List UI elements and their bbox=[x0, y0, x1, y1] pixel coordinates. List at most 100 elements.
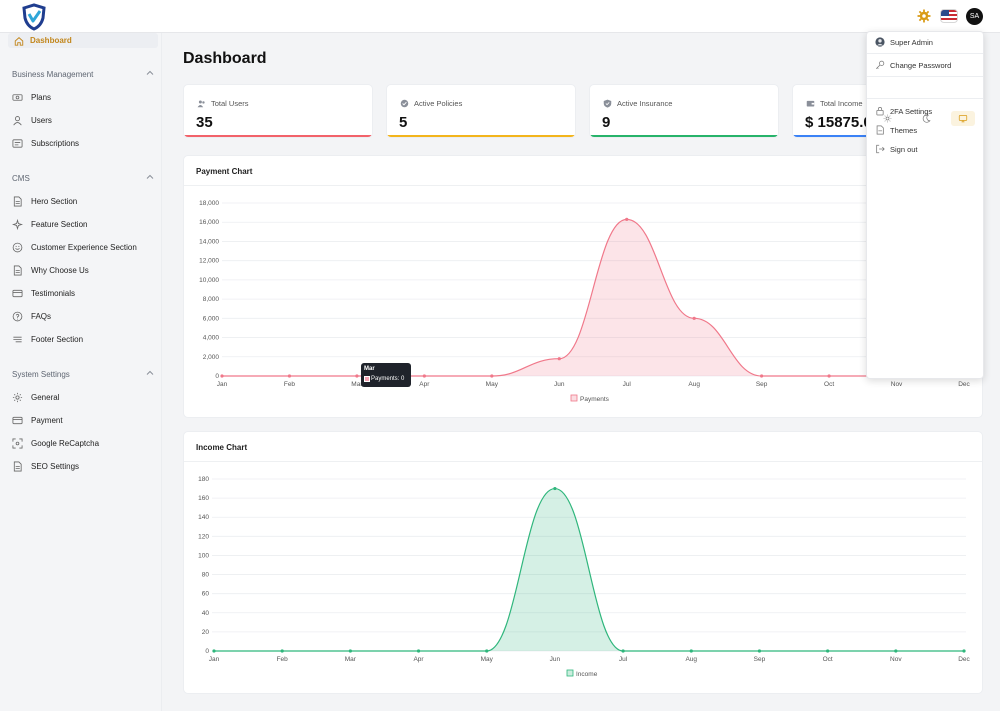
x-tick-label: Nov bbox=[890, 656, 902, 663]
y-tick-label: 160 bbox=[198, 495, 209, 502]
menu-user-profile[interactable]: Super Admin bbox=[875, 35, 975, 49]
sidebar-item-subscriptions[interactable]: Subscriptions bbox=[12, 136, 157, 150]
x-tick-label: Mar bbox=[345, 656, 357, 663]
legend-label: Income bbox=[576, 671, 598, 678]
y-tick-label: 12,000 bbox=[199, 258, 219, 265]
document-icon bbox=[13, 196, 22, 206]
y-tick-label: 40 bbox=[202, 610, 210, 617]
x-tick-label: Sep bbox=[754, 656, 766, 663]
user-avatar[interactable]: SA bbox=[966, 8, 983, 25]
legend-label: Payments bbox=[580, 396, 610, 403]
us-flag-icon[interactable] bbox=[940, 9, 958, 23]
y-tick-label: 2,000 bbox=[203, 354, 220, 361]
menu-change-password[interactable]: Change Password bbox=[875, 58, 975, 72]
sidebar-item-footer-section[interactable]: Footer Section bbox=[12, 332, 157, 346]
x-tick-label: Nov bbox=[891, 381, 903, 388]
sidebar-item-users[interactable]: Users bbox=[12, 113, 157, 127]
y-tick-label: 80 bbox=[202, 572, 210, 579]
chevron-up-icon bbox=[146, 70, 154, 75]
stat-value: 35 bbox=[196, 114, 213, 131]
x-tick-label: Mar bbox=[351, 381, 363, 388]
testimonials-icon bbox=[12, 289, 23, 297]
sidebar-item-seo-settings[interactable]: SEO Settings bbox=[12, 459, 157, 473]
payment-chart[interactable]: 0 2,000 4,000 6,000 8,000 10,000 12,000 14,000 1… bbox=[184, 156, 983, 418]
stat-label: Active Insurance bbox=[617, 99, 673, 108]
user-menu-dropdown: Super Admin Change Password 2FA Settings… bbox=[866, 31, 984, 379]
section-system-settings[interactable]: System Settings bbox=[12, 370, 154, 379]
sidebar-item-google-recaptcha[interactable]: Google ReCaptcha bbox=[12, 436, 157, 450]
data-point bbox=[220, 374, 224, 378]
y-tick-label: 16,000 bbox=[199, 219, 219, 226]
stat-label: Total Users bbox=[211, 99, 249, 108]
sign-out-icon bbox=[876, 144, 885, 154]
sidebar-item-payment[interactable]: Payment bbox=[12, 413, 157, 427]
x-tick-label: Dec bbox=[958, 381, 970, 388]
menu-sign-out[interactable]: Sign out bbox=[875, 142, 975, 156]
y-tick-label: 8,000 bbox=[203, 296, 220, 303]
sidebar-item-faqs[interactable]: FAQs bbox=[12, 309, 157, 323]
data-point bbox=[692, 316, 696, 320]
sidebar-item-plans[interactable]: Plans bbox=[12, 90, 157, 104]
brand-logo[interactable] bbox=[20, 3, 48, 31]
theme-dark-button[interactable] bbox=[914, 111, 938, 126]
data-point bbox=[287, 374, 292, 378]
data-point bbox=[490, 374, 494, 378]
x-tick-label: Aug bbox=[688, 381, 700, 388]
data-point bbox=[894, 649, 898, 653]
sidebar-item-feature-section[interactable]: Feature Section bbox=[12, 217, 157, 231]
x-tick-label: Apr bbox=[413, 656, 424, 663]
sidebar: Dashboard Business Management Plans User… bbox=[0, 33, 162, 711]
theme-light-button[interactable] bbox=[875, 111, 899, 126]
income-chart-card: Income Chart 0 20 40 60 80 100 120 140 160 180 Jan… bbox=[183, 431, 983, 694]
y-tick-label: 140 bbox=[198, 514, 209, 521]
data-point bbox=[757, 649, 762, 653]
sidebar-item-why-choose-us[interactable]: Why Choose Us bbox=[12, 263, 157, 277]
series-area bbox=[214, 488, 964, 651]
y-tick-label: 18,000 bbox=[199, 200, 219, 207]
income-chart[interactable]: 0 20 40 60 80 100 120 140 160 180 Jan Feb Mar Apr May J… bbox=[184, 432, 983, 694]
data-point bbox=[422, 374, 426, 378]
sidebar-item-testimonials[interactable]: Testimonials bbox=[12, 286, 157, 300]
x-tick-label: Sep bbox=[756, 381, 768, 388]
data-point bbox=[553, 486, 557, 491]
x-tick-label: May bbox=[486, 381, 499, 388]
x-tick-label: Feb bbox=[277, 656, 289, 663]
settings-icon bbox=[12, 392, 23, 402]
stat-accent-bar bbox=[387, 135, 575, 137]
y-tick-label: 180 bbox=[198, 476, 209, 483]
sparkles-icon bbox=[12, 218, 23, 230]
page-title: Dashboard bbox=[183, 50, 267, 67]
y-tick-label: 14,000 bbox=[199, 238, 219, 245]
x-tick-label: Jul bbox=[623, 381, 632, 388]
monitor-icon bbox=[958, 115, 968, 123]
y-tick-label: 120 bbox=[198, 533, 209, 540]
data-point bbox=[280, 649, 284, 653]
sidebar-item-general[interactable]: General bbox=[12, 390, 157, 404]
data-point bbox=[625, 217, 629, 221]
help-circle-icon bbox=[12, 311, 23, 321]
sidebar-item-dashboard[interactable]: Dashboard bbox=[8, 33, 158, 48]
menu-themes[interactable]: Themes bbox=[875, 123, 975, 137]
user-icon bbox=[13, 115, 22, 125]
check-circle-icon bbox=[400, 99, 409, 108]
section-business-management[interactable]: Business Management bbox=[12, 70, 154, 79]
section-cms[interactable]: CMS bbox=[12, 174, 154, 183]
x-tick-label: Jan bbox=[209, 656, 220, 663]
chart-title: Income Chart bbox=[196, 443, 248, 452]
data-point bbox=[826, 649, 830, 653]
stat-value: 5 bbox=[399, 114, 408, 131]
settings-gear-icon[interactable] bbox=[917, 9, 931, 23]
scan-icon bbox=[12, 438, 23, 448]
stat-label: Total Income bbox=[820, 99, 863, 108]
stat-card-total-users: Total Users 35 bbox=[183, 84, 373, 138]
sidebar-item-customer-experience-section[interactable]: Customer Experience Section bbox=[12, 240, 157, 254]
theme-system-button[interactable] bbox=[951, 111, 975, 126]
footer-lines-icon bbox=[13, 336, 22, 342]
legend-swatch bbox=[566, 669, 574, 677]
data-point bbox=[348, 649, 352, 653]
y-tick-label: 0 bbox=[205, 648, 209, 655]
stat-label: Active Policies bbox=[414, 99, 463, 108]
sidebar-item-hero-section[interactable]: Hero Section bbox=[12, 194, 157, 208]
menu-2fa-settings[interactable]: 2FA Settings bbox=[875, 104, 975, 118]
data-point bbox=[621, 649, 625, 653]
